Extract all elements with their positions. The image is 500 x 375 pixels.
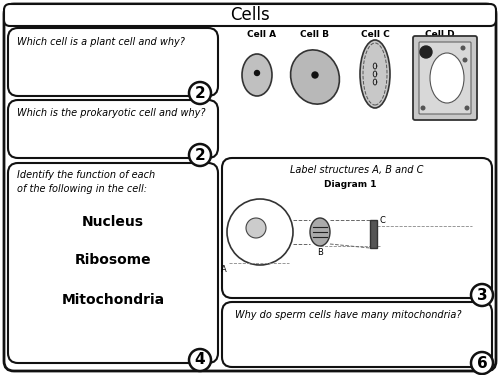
Ellipse shape <box>360 40 390 108</box>
Circle shape <box>227 199 293 265</box>
Ellipse shape <box>242 54 272 96</box>
Text: 3: 3 <box>476 288 488 303</box>
Circle shape <box>463 58 467 62</box>
Circle shape <box>189 144 211 166</box>
Circle shape <box>471 284 493 306</box>
Ellipse shape <box>290 50 340 104</box>
Text: Which is the prokaryotic cell and why?: Which is the prokaryotic cell and why? <box>17 108 206 118</box>
Text: Cell A: Cell A <box>248 30 276 39</box>
Circle shape <box>420 46 432 58</box>
Text: Diagram 1: Diagram 1 <box>324 180 376 189</box>
Ellipse shape <box>310 218 330 246</box>
Text: C: C <box>379 216 385 225</box>
Text: A: A <box>221 265 227 274</box>
FancyBboxPatch shape <box>419 42 471 114</box>
Circle shape <box>246 218 266 238</box>
Text: 4: 4 <box>194 352 205 368</box>
Text: Cell D: Cell D <box>425 30 455 39</box>
Circle shape <box>421 106 425 110</box>
Text: Ribosome: Ribosome <box>74 253 152 267</box>
Circle shape <box>312 72 318 78</box>
Text: B: B <box>317 248 323 257</box>
FancyBboxPatch shape <box>8 28 218 96</box>
Circle shape <box>465 106 469 110</box>
FancyBboxPatch shape <box>8 100 218 158</box>
Text: Label structures A, B and C: Label structures A, B and C <box>290 165 424 175</box>
Text: Why do sperm cells have many mitochondria?: Why do sperm cells have many mitochondri… <box>235 310 462 320</box>
Text: 2: 2 <box>194 147 205 162</box>
Circle shape <box>189 349 211 371</box>
Text: Which cell is a plant cell and why?: Which cell is a plant cell and why? <box>17 37 185 47</box>
FancyBboxPatch shape <box>4 4 496 371</box>
Circle shape <box>189 82 211 104</box>
Text: Mitochondria: Mitochondria <box>62 293 164 307</box>
Ellipse shape <box>430 53 464 103</box>
FancyBboxPatch shape <box>222 302 492 367</box>
Text: Nucleus: Nucleus <box>82 215 144 229</box>
FancyBboxPatch shape <box>370 220 377 248</box>
FancyBboxPatch shape <box>413 36 477 120</box>
FancyBboxPatch shape <box>4 4 496 26</box>
Text: 2: 2 <box>194 86 205 100</box>
FancyBboxPatch shape <box>8 163 218 363</box>
Text: Identify the function of each
of the following in the cell:: Identify the function of each of the fol… <box>17 170 155 194</box>
Text: 6: 6 <box>476 356 488 370</box>
FancyBboxPatch shape <box>222 158 492 298</box>
Circle shape <box>461 46 465 50</box>
Text: Cell B: Cell B <box>300 30 330 39</box>
Circle shape <box>254 70 260 75</box>
Text: Cells: Cells <box>230 6 270 24</box>
Text: Cell C: Cell C <box>360 30 390 39</box>
Circle shape <box>471 352 493 374</box>
